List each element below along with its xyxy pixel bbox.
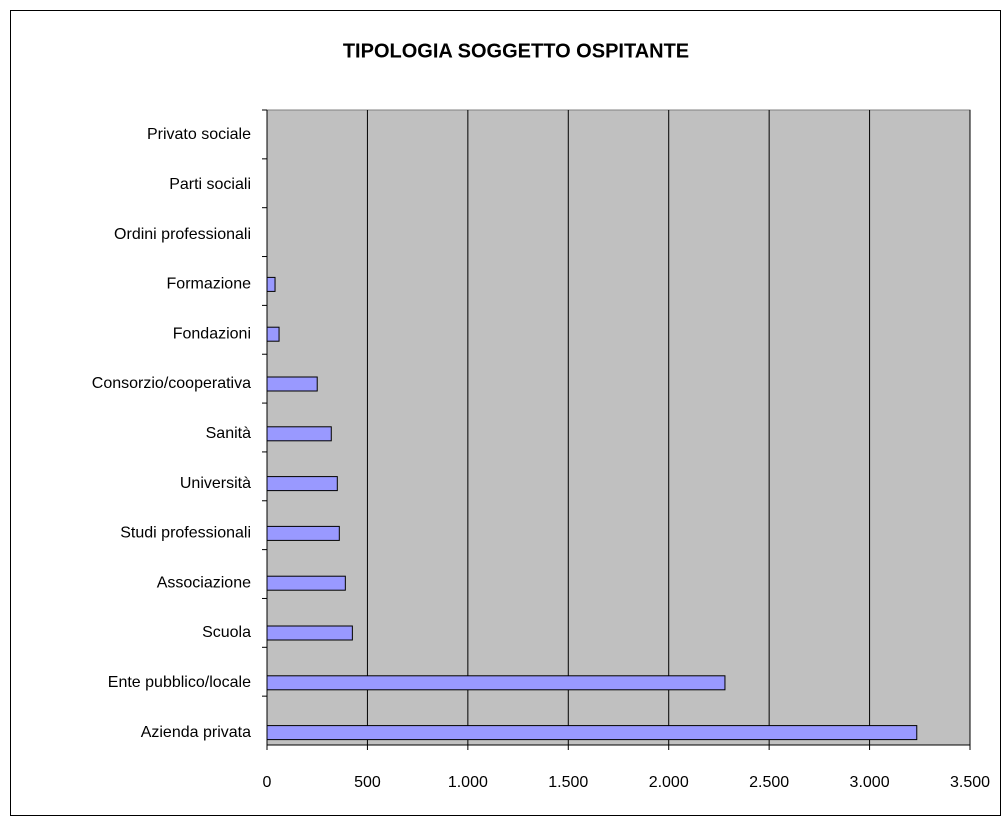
y-tick-label: Ente pubblico/locale bbox=[108, 674, 251, 691]
x-tick-label: 2.500 bbox=[749, 774, 789, 791]
chart-title: TIPOLOGIA SOGGETTO OSPITANTE bbox=[343, 40, 689, 62]
x-tick-label: 0 bbox=[263, 774, 272, 791]
bar bbox=[266, 426, 332, 442]
y-tick-label: Parti sociali bbox=[169, 176, 251, 193]
y-tick-label: Formazione bbox=[167, 276, 252, 293]
x-tick-label: 1.000 bbox=[448, 774, 488, 791]
bar bbox=[266, 725, 918, 741]
bar bbox=[266, 575, 346, 591]
y-tick-label: Associazione bbox=[157, 574, 251, 591]
bar bbox=[266, 376, 318, 392]
x-tick-label: 1.500 bbox=[548, 774, 588, 791]
bar bbox=[266, 476, 338, 492]
y-tick-label: Università bbox=[180, 475, 251, 492]
y-tick-label: Studi professionali bbox=[120, 525, 251, 542]
x-tick-label: 2.000 bbox=[649, 774, 689, 791]
y-tick-label: Scuola bbox=[202, 624, 251, 641]
bar bbox=[266, 326, 280, 342]
bar bbox=[266, 675, 726, 691]
y-tick-label: Privato sociale bbox=[147, 126, 251, 143]
y-tick-label: Sanità bbox=[206, 425, 251, 442]
plot-area bbox=[266, 109, 971, 746]
y-tick-label: Azienda privata bbox=[141, 724, 251, 741]
bar bbox=[266, 276, 276, 292]
x-tick-label: 3.000 bbox=[850, 774, 890, 791]
y-tick-label: Consorzio/cooperativa bbox=[92, 375, 251, 392]
y-tick-label: Ordini professionali bbox=[114, 226, 251, 243]
y-tick-label: Fondazioni bbox=[173, 325, 251, 342]
x-tick-label: 3.500 bbox=[950, 774, 990, 791]
bar bbox=[266, 525, 340, 541]
bar bbox=[266, 625, 353, 641]
x-tick-label: 500 bbox=[354, 774, 381, 791]
